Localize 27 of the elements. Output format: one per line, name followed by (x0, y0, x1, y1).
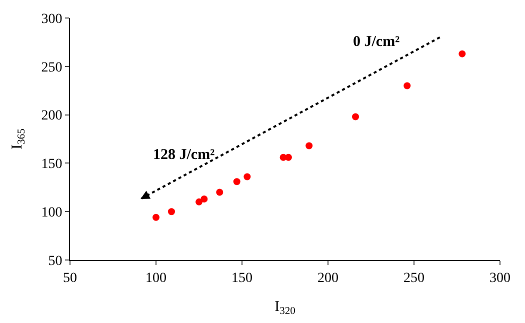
x-tick-label: 200 (318, 270, 338, 286)
point (244, 173, 251, 180)
y-tick-label: 100 (41, 206, 62, 220)
point (352, 113, 360, 120)
point (284, 154, 292, 161)
point (152, 214, 160, 221)
point (404, 82, 411, 90)
y-tick-label: 50 (48, 254, 62, 269)
point (168, 208, 175, 216)
point (306, 142, 313, 150)
annotation: 128 J/cm² (153, 147, 216, 163)
y-tick-label: 150 (41, 157, 62, 172)
point (216, 188, 224, 196)
y-tick-label: 250 (41, 60, 62, 76)
y-tick-label: 200 (41, 108, 62, 124)
point (233, 178, 240, 186)
y-tick-label: 300 (41, 12, 62, 27)
x-tick-label: 250 (404, 270, 424, 286)
point (200, 196, 208, 203)
point (458, 50, 466, 58)
x-tick-label: 150 (232, 270, 252, 286)
point (196, 198, 202, 206)
x-tick-label: 50 (63, 270, 77, 286)
x-tick-label: 300 (490, 270, 510, 286)
x-tick-label: 100 (146, 270, 166, 286)
x-axis-title: I$_{320}$ (274, 298, 296, 317)
annotation: 0 J/cm² (353, 34, 400, 50)
